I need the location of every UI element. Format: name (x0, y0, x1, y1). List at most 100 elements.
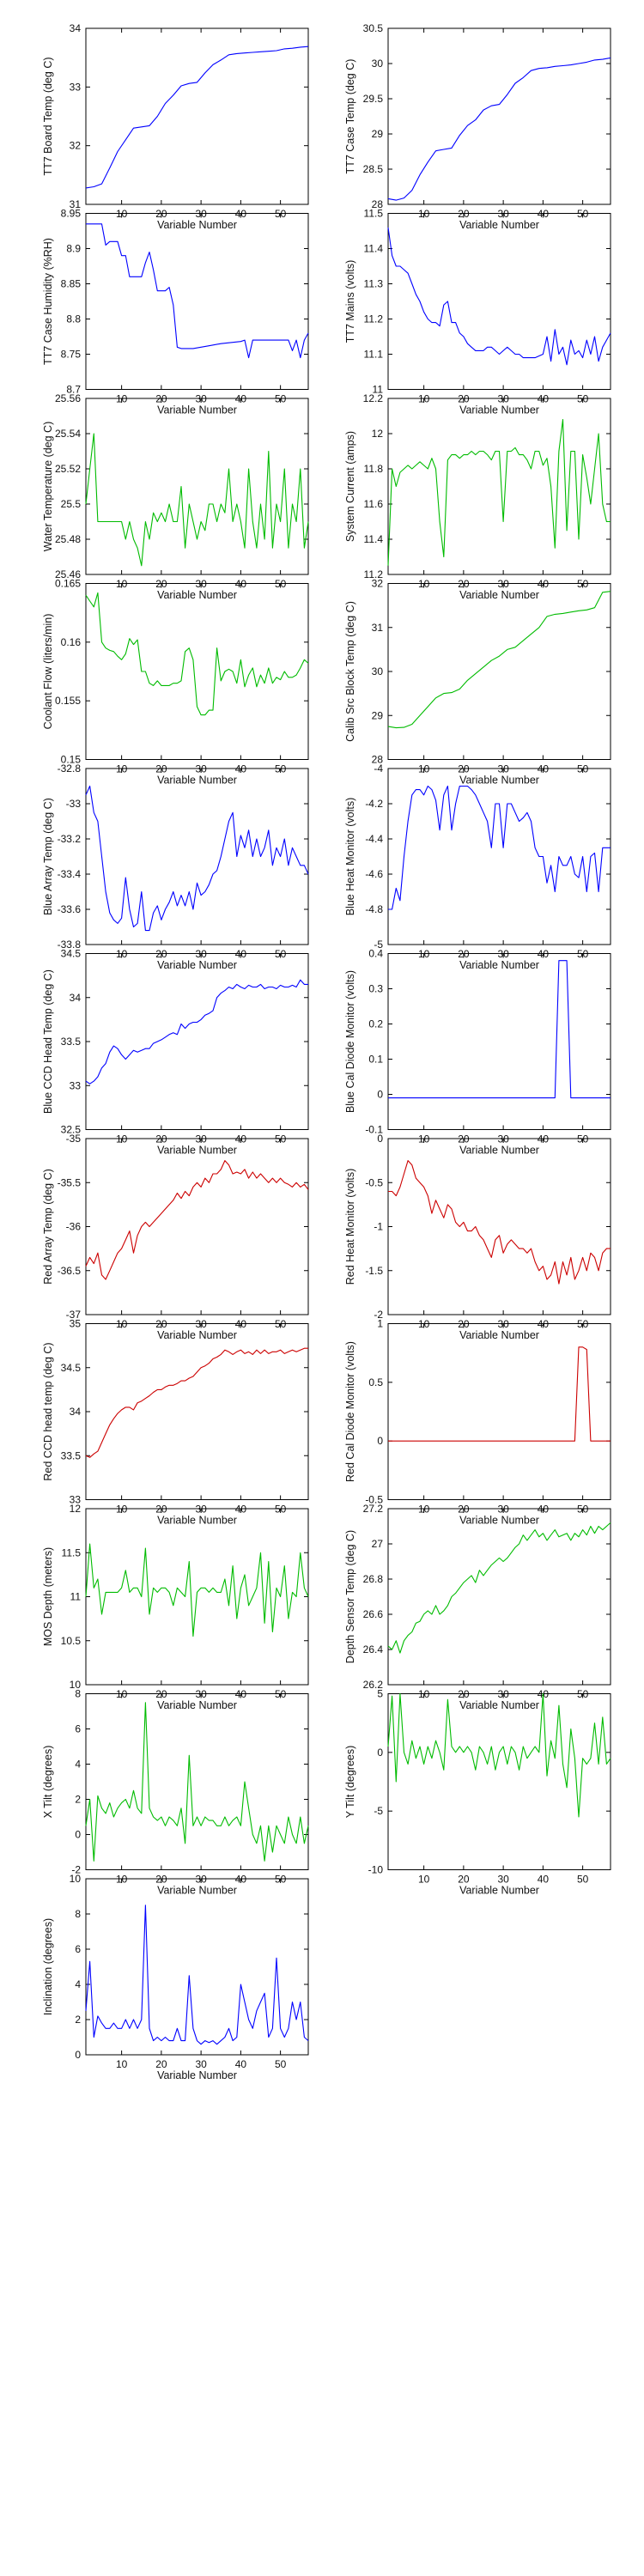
chart-8-xlabel: Variable Number (157, 959, 237, 971)
chart-5-ytick-label: 12.2 (363, 392, 384, 404)
chart-8-ytick-label: -33.6 (58, 903, 82, 915)
chart-7-xlabel: Variable Number (459, 775, 539, 787)
chart-13-ylabel: Red Heat Monitor (volts) (344, 1169, 356, 1285)
chart-1-ytick-label: 28 (372, 198, 384, 210)
chart-15-ytick-label: 0.5 (368, 1376, 383, 1388)
chart-13-ytick-label: -1 (374, 1221, 383, 1233)
chart-16-xlabel: Variable Number (157, 1699, 237, 1711)
chart-5-xlabel: Variable Number (459, 589, 539, 601)
chart-15-xlabel: Variable Number (459, 1515, 539, 1527)
chart-20-xlabel: Variable Number (157, 2069, 237, 2081)
chart-11-ytick-label: 0.2 (368, 1018, 383, 1030)
chart-6-ytick-label: 0.16 (61, 636, 82, 648)
chart-3-ytick-label: 11.1 (364, 349, 384, 361)
chart-6-ytick-label: 0.15 (61, 754, 82, 766)
chart-10-ytick-label: 33.5 (61, 1036, 82, 1048)
chart-3-ytick-label: 11.5 (364, 208, 384, 220)
chart-17-ytick-label: 26.6 (363, 1608, 384, 1620)
chart-0-xlabel: Variable Number (157, 219, 237, 231)
chart-20-xtick-label: 40 (235, 2058, 247, 2070)
chart-16-ylabel: MOS Depth (meters) (42, 1547, 54, 1646)
chart-11-series-line (388, 960, 611, 1099)
chart-7-ytick-label: 29 (372, 709, 384, 721)
chart-13-ytick-label: -2 (374, 1309, 383, 1321)
chart-9-ytick-label: -4.4 (365, 833, 383, 845)
chart-14-ytick-label: 34 (70, 1406, 82, 1418)
chart-20-ytick-label: 0 (75, 2049, 81, 2061)
chart-18-xlabel: Variable Number (157, 1885, 237, 1897)
chart-1-ylabel: TT7 Case Temp (deg C) (344, 59, 356, 174)
chart-6-frame (85, 583, 309, 760)
chart-19-xlabel: Variable Number (459, 1885, 539, 1897)
chart-1-ytick-label: 29 (372, 128, 384, 140)
chart-14-ytick-label: 33 (70, 1494, 82, 1506)
chart-4-ytick-label: 25.52 (55, 463, 81, 475)
chart-11-frame (387, 953, 611, 1130)
chart-20: 0 2 4 6 8 10 10 20 30 40 50 Variable Number Inclinat… (42, 1873, 309, 2081)
chart-10-ytick-label: 33 (70, 1079, 82, 1091)
chart-19: -10 -5 0 5 10 20 30 40 50 Variable Number Y Tilt (… (344, 1688, 611, 1897)
chart-2-ytick-label: 8.7 (66, 384, 81, 396)
chart-3-frame (387, 213, 611, 390)
chart-3-series-line (387, 227, 611, 366)
chart-2-xlabel: Variable Number (157, 404, 237, 416)
chart-8: -33.8-33.6-33.4-33.2-33-32.810 20 30 40 50Va… (42, 762, 309, 971)
chart-12-series-line (85, 1160, 309, 1280)
chart-19-ytick-label: 5 (377, 1688, 383, 1700)
chart-16-ytick-label: 11.5 (62, 1546, 82, 1558)
chart-19-series-line (387, 1692, 611, 1818)
chart-3-ytick-label: 11.2 (364, 313, 384, 325)
chart-10-series-line (85, 979, 308, 1084)
chart-9-xlabel: Variable Number (459, 959, 539, 971)
chart-9-series-line (388, 785, 611, 910)
chart-3-xlabel: Variable Number (459, 404, 539, 416)
chart-20-xtick-label: 20 (155, 2058, 167, 2070)
chart-14-xlabel: Variable Number (157, 1515, 237, 1527)
chart-10-xlabel: Variable Number (157, 1145, 237, 1157)
chart-18-ylabel: X Tilt (degrees) (42, 1746, 54, 1819)
chart-2-frame (85, 213, 309, 390)
chart-6-ytick-label: 0.155 (55, 695, 81, 707)
chart-4-ytick-label: 25.46 (55, 568, 81, 580)
chart-19-xtick-label: 30 (497, 1874, 509, 1886)
chart-8-ytick-label: -32.8 (58, 762, 82, 775)
chart-17-ytick-label: 27 (372, 1538, 384, 1550)
chart-7-ytick-label: 30 (372, 665, 384, 677)
chart-5-ytick-label: 11.4 (364, 533, 384, 545)
chart-16-series-line (85, 1543, 309, 1637)
chart-13-xlabel: Variable Number (459, 1329, 539, 1341)
chart-4-ylabel: Water Temperature (deg C) (42, 422, 54, 551)
chart-20-frame (85, 1878, 309, 2056)
chart-2-ytick-label: 8.75 (61, 349, 82, 361)
chart-15-ytick-label: -0.5 (365, 1494, 383, 1506)
chart-12-ytick-label: -36.5 (58, 1265, 82, 1277)
chart-17-ylabel: Depth Sensor Temp (deg C) (344, 1530, 356, 1663)
chart-7-ytick-label: 31 (372, 622, 384, 634)
chart-17-frame (387, 1508, 611, 1686)
chart-17-ytick-label: 26.8 (363, 1573, 384, 1585)
chart-5-ytick-label: 11.2 (364, 568, 384, 580)
chart-2-ytick-label: 8.85 (61, 278, 82, 290)
chart-2-ylabel: TT7 Case Humidity (%RH) (42, 238, 54, 365)
chart-4-frame (85, 398, 309, 575)
chart-7-ylabel: Calib Src Block Temp (deg C) (344, 601, 356, 742)
chart-14-ytick-label: 34.5 (61, 1362, 82, 1374)
chart-19-ytick-label: -5 (374, 1805, 383, 1817)
chart-5-ylabel: System Current (amps) (344, 431, 356, 542)
chart-9-ytick-label: -4.2 (365, 798, 383, 810)
chart-9-ytick-label: -4 (374, 762, 383, 775)
chart-8-series-line (85, 785, 309, 932)
chart-0-frame (85, 27, 309, 205)
chart-18-ytick-label: 4 (75, 1759, 81, 1771)
